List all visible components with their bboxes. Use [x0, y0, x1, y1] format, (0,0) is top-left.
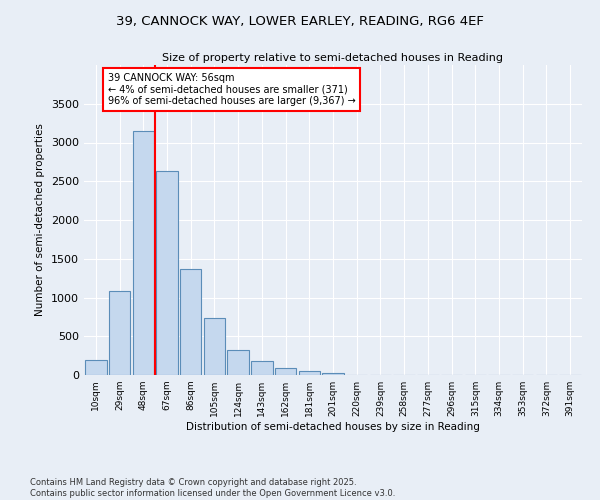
Bar: [204, 318, 225, 375]
Bar: [133, 131, 154, 375]
Title: Size of property relative to semi-detached houses in Reading: Size of property relative to semi-detach…: [163, 53, 503, 63]
X-axis label: Distribution of semi-detached houses by size in Reading: Distribution of semi-detached houses by …: [186, 422, 480, 432]
Bar: [109, 292, 130, 375]
Bar: [251, 362, 272, 375]
Bar: [322, 372, 344, 375]
Bar: [299, 370, 320, 375]
Y-axis label: Number of semi-detached properties: Number of semi-detached properties: [35, 124, 46, 316]
Bar: [275, 368, 296, 375]
Text: 39, CANNOCK WAY, LOWER EARLEY, READING, RG6 4EF: 39, CANNOCK WAY, LOWER EARLEY, READING, …: [116, 15, 484, 28]
Bar: [180, 269, 202, 375]
Text: Contains HM Land Registry data © Crown copyright and database right 2025.
Contai: Contains HM Land Registry data © Crown c…: [30, 478, 395, 498]
Bar: [157, 171, 178, 375]
Bar: [227, 350, 249, 375]
Text: 39 CANNOCK WAY: 56sqm
← 4% of semi-detached houses are smaller (371)
96% of semi: 39 CANNOCK WAY: 56sqm ← 4% of semi-detac…: [108, 72, 355, 106]
Bar: [85, 360, 107, 375]
